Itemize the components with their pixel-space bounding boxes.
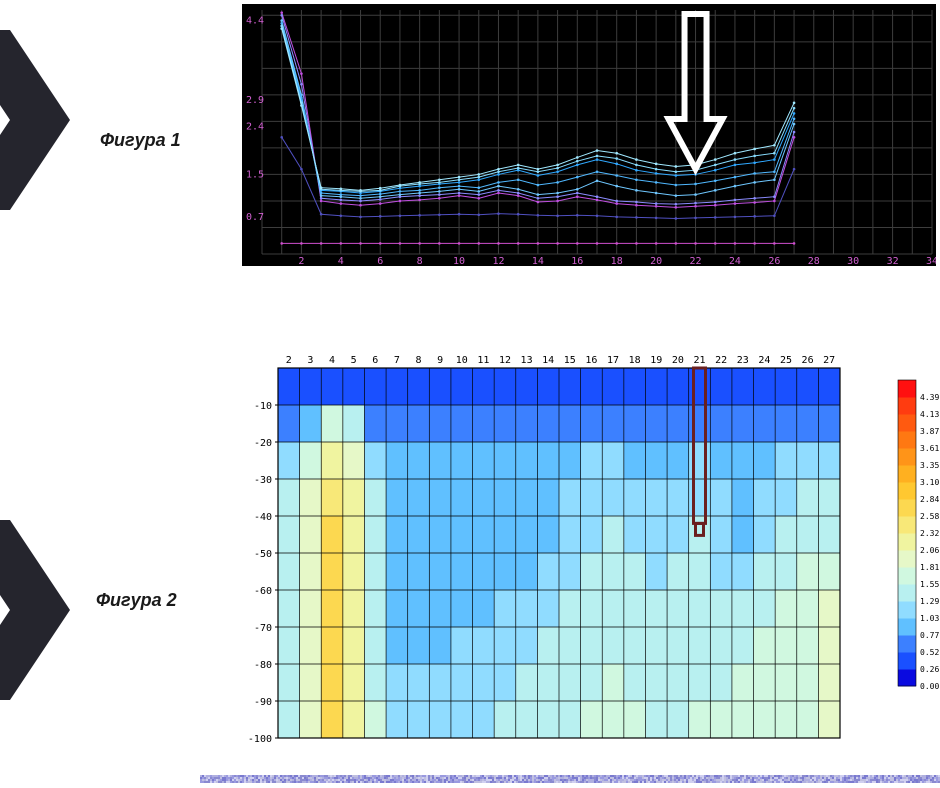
- svg-text:2.9: 2.9: [246, 95, 264, 106]
- svg-text:1.03: 1.03: [920, 614, 939, 623]
- svg-text:23: 23: [737, 355, 749, 366]
- svg-text:1.81: 1.81: [920, 563, 939, 572]
- svg-text:27: 27: [823, 355, 835, 366]
- svg-text:34: 34: [926, 256, 936, 266]
- svg-text:12: 12: [492, 256, 504, 266]
- svg-text:4: 4: [338, 256, 344, 266]
- svg-text:24: 24: [758, 355, 770, 366]
- svg-text:2.58: 2.58: [920, 512, 939, 521]
- svg-text:9: 9: [437, 355, 443, 366]
- svg-text:-10: -10: [254, 401, 272, 412]
- svg-text:2: 2: [286, 355, 292, 366]
- svg-text:26: 26: [802, 355, 814, 366]
- svg-text:17: 17: [607, 355, 619, 366]
- svg-text:30: 30: [847, 256, 859, 266]
- svg-text:4.13: 4.13: [920, 410, 939, 419]
- chart-2-heatmap: 2345678910111213141516171819202122232425…: [238, 350, 940, 760]
- svg-text:2.4: 2.4: [246, 122, 264, 133]
- svg-text:18: 18: [611, 256, 623, 266]
- svg-text:12: 12: [499, 355, 511, 366]
- svg-text:3.61: 3.61: [920, 444, 939, 453]
- svg-text:22: 22: [690, 256, 702, 266]
- svg-text:6: 6: [377, 256, 383, 266]
- svg-text:0.7: 0.7: [246, 212, 264, 223]
- svg-text:21: 21: [693, 355, 705, 366]
- svg-text:-30: -30: [254, 475, 272, 486]
- svg-text:14: 14: [542, 355, 554, 366]
- svg-text:10: 10: [453, 256, 465, 266]
- noise-strip: [200, 770, 940, 778]
- svg-text:18: 18: [629, 355, 641, 366]
- svg-text:13: 13: [521, 355, 533, 366]
- chart-1-linegraph: 2468101214161820222426283032340.71.52.42…: [238, 0, 940, 270]
- svg-text:1.55: 1.55: [920, 580, 939, 589]
- svg-text:-20: -20: [254, 438, 272, 449]
- svg-text:2.32: 2.32: [920, 529, 939, 538]
- svg-text:5: 5: [351, 355, 357, 366]
- svg-text:20: 20: [672, 355, 684, 366]
- svg-text:2.06: 2.06: [920, 546, 939, 555]
- svg-text:-60: -60: [254, 586, 272, 597]
- svg-text:16: 16: [571, 256, 583, 266]
- chevron-decor-2: [0, 520, 70, 700]
- svg-text:19: 19: [650, 355, 662, 366]
- svg-text:-50: -50: [254, 549, 272, 560]
- svg-text:28: 28: [808, 256, 820, 266]
- svg-text:4.39: 4.39: [920, 393, 939, 402]
- svg-text:-100: -100: [248, 734, 272, 745]
- svg-text:6: 6: [372, 355, 378, 366]
- svg-text:-40: -40: [254, 512, 272, 523]
- figure-1-label: Фигура 1: [100, 130, 181, 151]
- svg-text:1.5: 1.5: [246, 169, 264, 180]
- svg-text:26: 26: [768, 256, 780, 266]
- figure-2-label: Фигура 2: [96, 590, 177, 611]
- svg-text:22: 22: [715, 355, 727, 366]
- svg-text:-80: -80: [254, 660, 272, 671]
- svg-text:0.77: 0.77: [920, 631, 939, 640]
- svg-text:1.29: 1.29: [920, 597, 939, 606]
- svg-text:0.00: 0.00: [920, 682, 939, 691]
- svg-text:2.84: 2.84: [920, 495, 939, 504]
- svg-text:3.35: 3.35: [920, 461, 939, 470]
- svg-text:14: 14: [532, 256, 544, 266]
- chevron-decor-1: [0, 30, 70, 210]
- svg-text:4.4: 4.4: [246, 16, 264, 27]
- svg-text:24: 24: [729, 256, 741, 266]
- svg-text:7: 7: [394, 355, 400, 366]
- svg-text:11: 11: [477, 355, 489, 366]
- svg-text:16: 16: [585, 355, 597, 366]
- svg-text:3.10: 3.10: [920, 478, 939, 487]
- svg-text:0.52: 0.52: [920, 648, 939, 657]
- svg-text:10: 10: [456, 355, 468, 366]
- svg-text:0.26: 0.26: [920, 665, 939, 674]
- svg-text:4: 4: [329, 355, 335, 366]
- svg-text:8: 8: [415, 355, 421, 366]
- svg-text:8: 8: [417, 256, 423, 266]
- svg-text:32: 32: [887, 256, 899, 266]
- svg-text:20: 20: [650, 256, 662, 266]
- svg-text:15: 15: [564, 355, 576, 366]
- svg-text:2: 2: [298, 256, 304, 266]
- svg-text:-90: -90: [254, 697, 272, 708]
- svg-text:3.87: 3.87: [920, 427, 939, 436]
- svg-text:25: 25: [780, 355, 792, 366]
- svg-text:-70: -70: [254, 623, 272, 634]
- svg-text:3: 3: [307, 355, 313, 366]
